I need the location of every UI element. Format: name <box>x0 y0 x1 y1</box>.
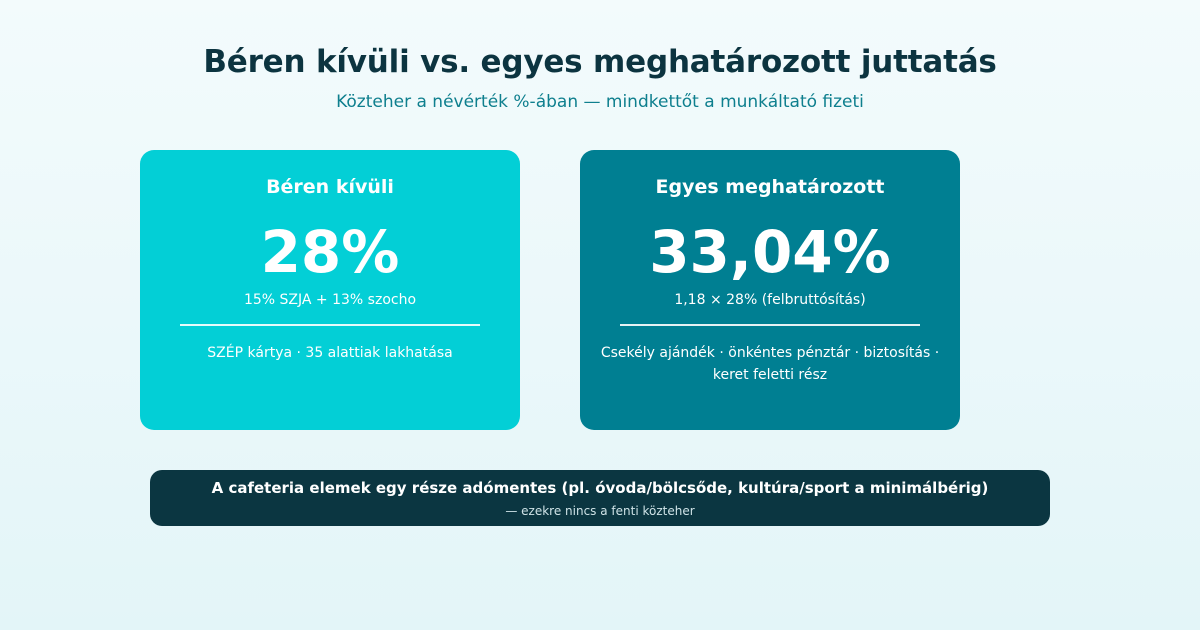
card-egyes-meghatarozott: Egyes meghatározott 33,04% 1,18 × 28% (f… <box>580 150 960 430</box>
card-percentage: 28% <box>260 218 400 286</box>
note-main-text: A cafeteria elemek egy része adómentes (… <box>211 479 989 497</box>
note-sub-text: — ezekre nincs a fenti közteher <box>505 504 695 518</box>
card-formula: 1,18 × 28% (felbruttósítás) <box>674 292 866 308</box>
card-divider <box>180 324 480 326</box>
card-title: Egyes meghatározott <box>655 176 885 198</box>
card-examples: SZÉP kártya · 35 alattiak lakhatása <box>207 345 453 361</box>
page-subtitle: Közteher a névérték %-ában — mindkettőt … <box>336 92 864 112</box>
card-examples: Csekély ajándék · önkéntes pénztár · biz… <box>600 345 940 383</box>
card-percentage: 33,04% <box>649 218 891 286</box>
card-formula: 15% SZJA + 13% szocho <box>243 292 417 308</box>
card-beren-kivuli: Béren kívüli 28% 15% SZJA + 13% szocho S… <box>140 150 520 430</box>
page-title: Béren kívüli vs. egyes meghatározott jut… <box>203 44 997 80</box>
card-title: Béren kívüli <box>266 176 394 198</box>
tax-exempt-note: A cafeteria elemek egy része adómentes (… <box>150 470 1050 526</box>
card-divider <box>620 324 920 326</box>
